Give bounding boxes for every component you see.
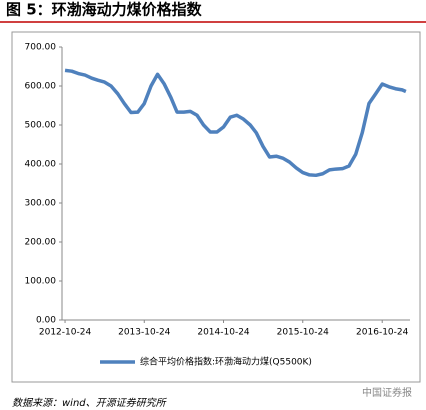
y-tick-label: 200.00 xyxy=(25,238,57,248)
y-tick-label: 0.00 xyxy=(36,316,56,326)
y-tick-label: 300.00 xyxy=(25,199,57,209)
y-tick-label: 100.00 xyxy=(25,277,57,287)
x-tick-label: 2015-10-24 xyxy=(277,328,330,338)
watermark: 中国证券报 xyxy=(362,386,412,399)
series-line xyxy=(64,68,407,178)
legend-label: 综合平均价格指数:环渤海动力煤(Q5500K) xyxy=(140,356,312,368)
y-tick-label: 600.00 xyxy=(25,82,57,92)
y-tick-label: 400.00 xyxy=(25,160,57,170)
chart-frame xyxy=(11,31,421,383)
source: 数据来源：wind、开源证券研究所 xyxy=(12,397,168,409)
x-tick-label: 2016-10-24 xyxy=(356,328,409,338)
y-tick-label: 500.00 xyxy=(25,121,57,131)
x-tick-label: 2012-10-24 xyxy=(39,328,92,338)
x-tick-label: 2013-10-24 xyxy=(118,328,171,338)
y-tick-label: 700.00 xyxy=(25,43,57,53)
x-tick-label: 2014-10-24 xyxy=(197,328,250,338)
figure-title: 图 5：环渤海动力煤价格指数 xyxy=(6,1,203,19)
